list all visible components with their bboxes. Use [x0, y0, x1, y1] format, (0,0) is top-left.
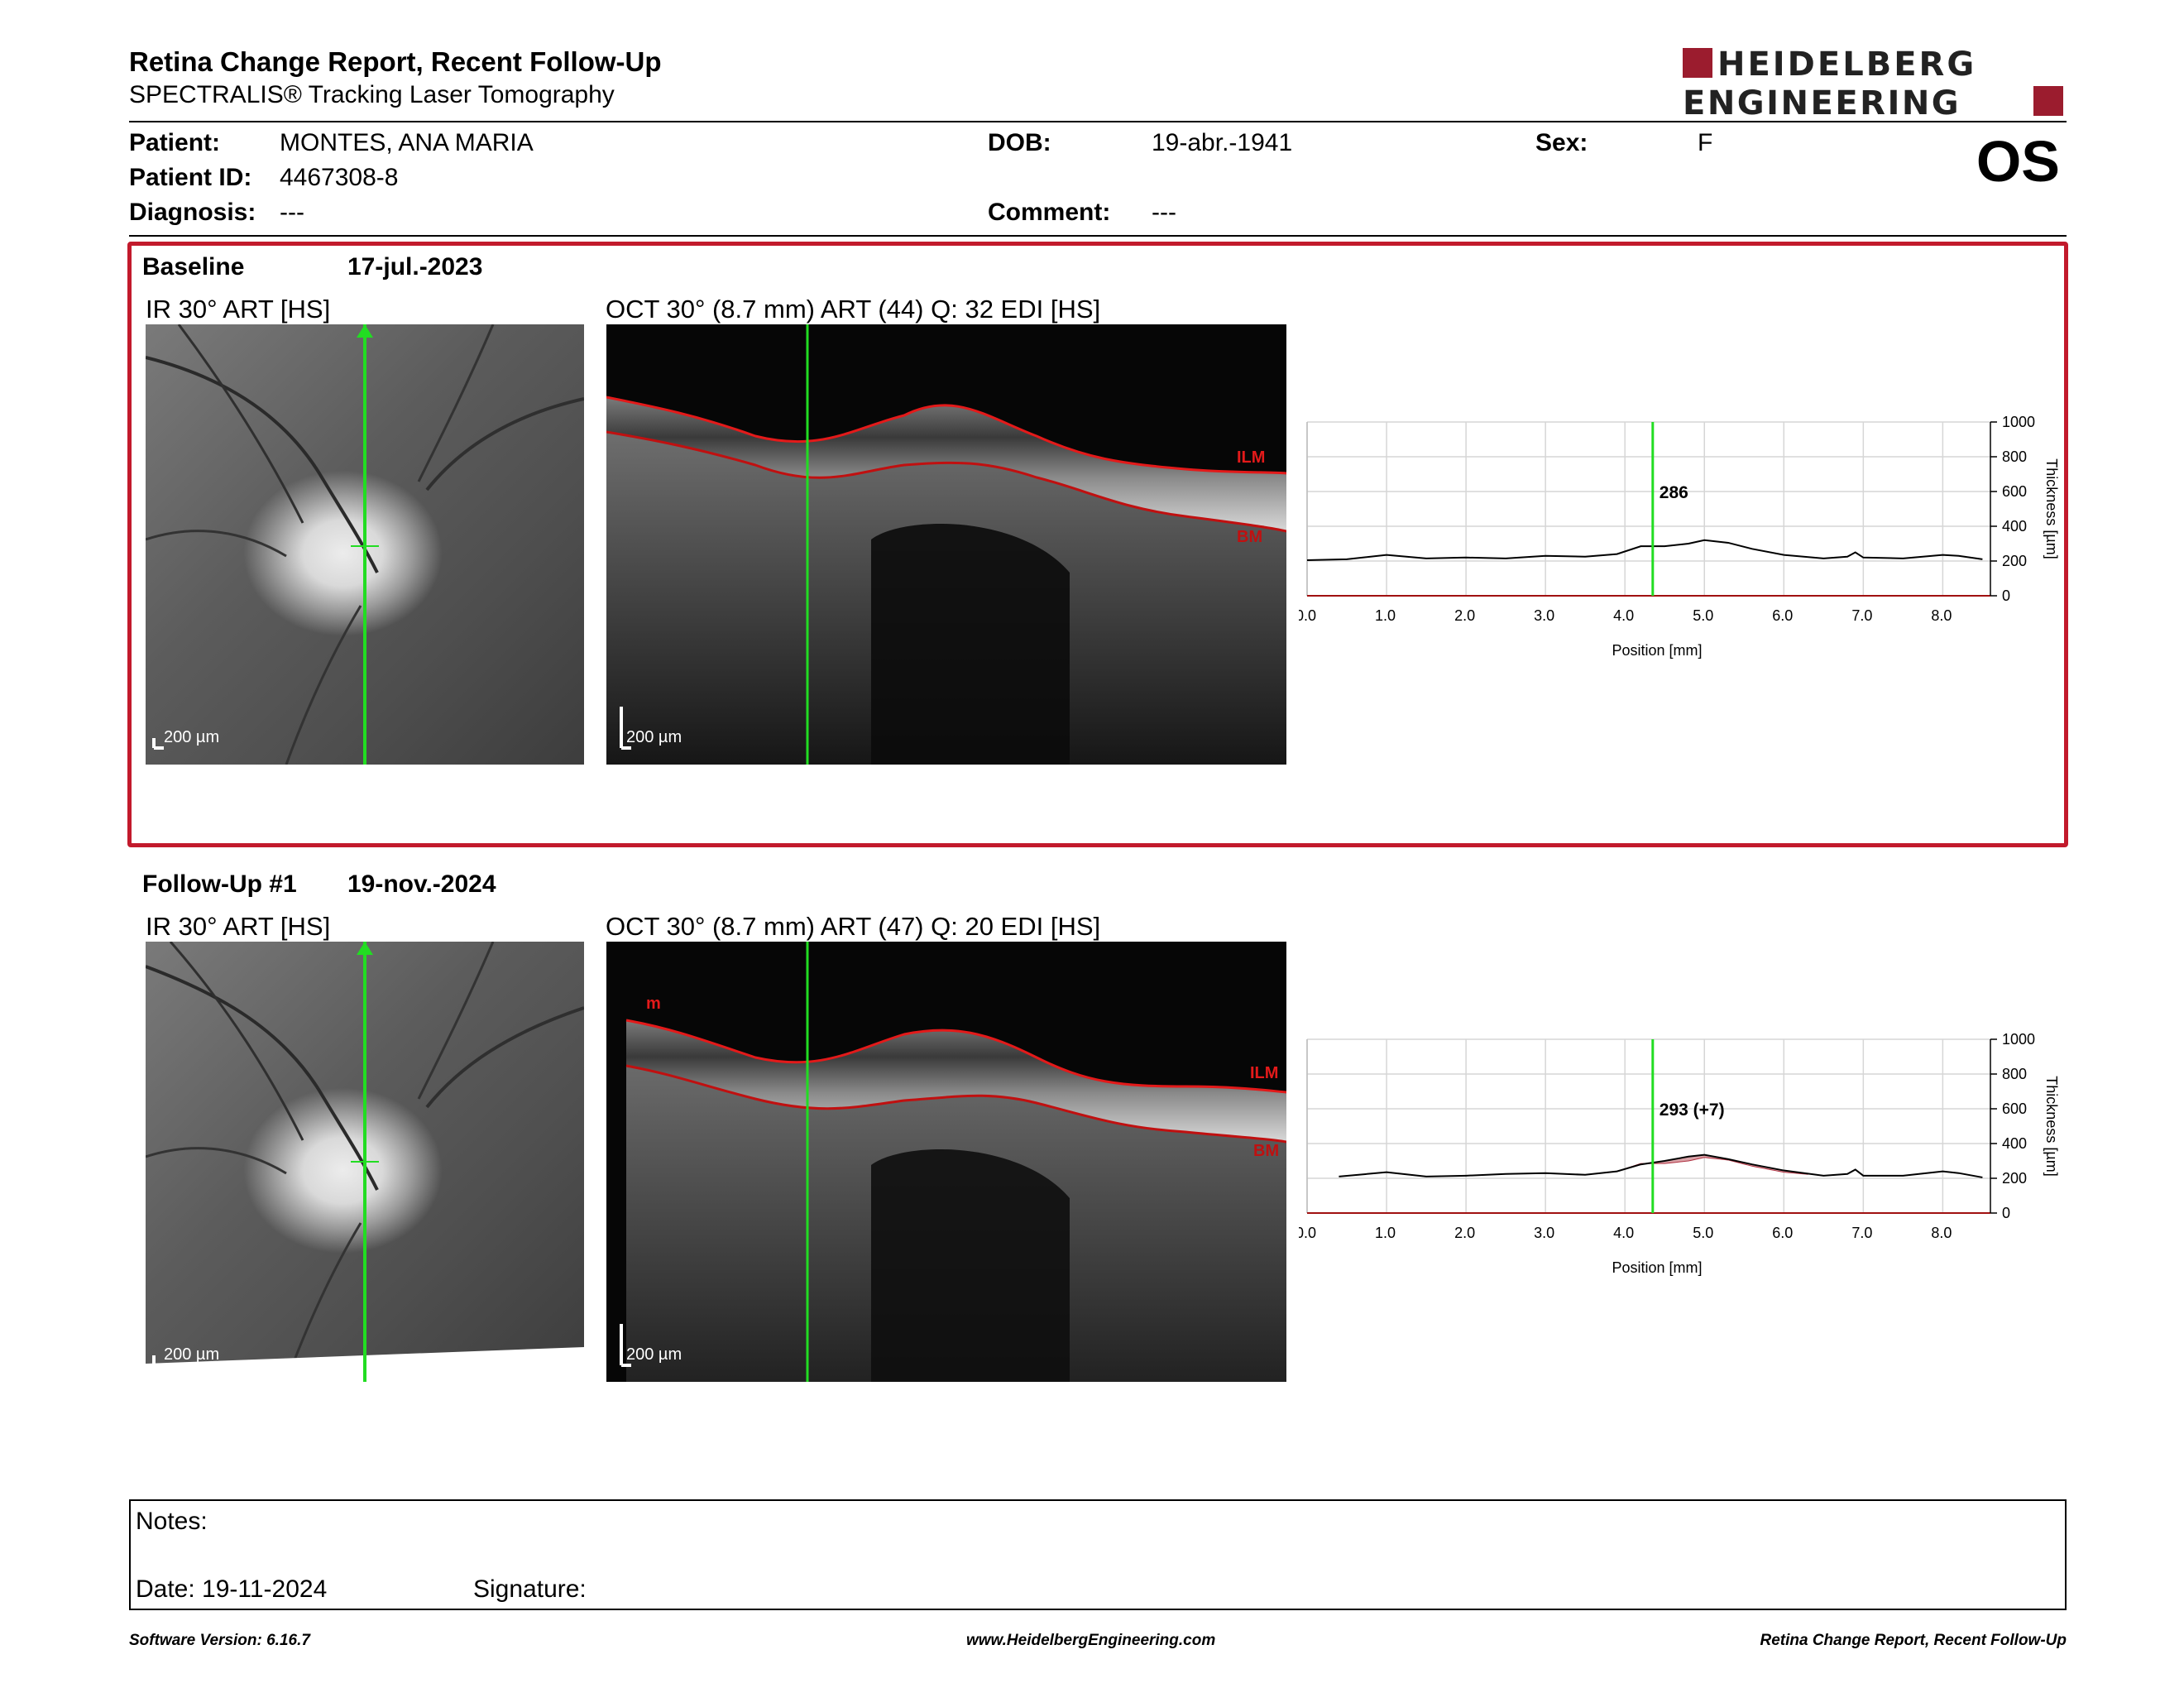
x-tick-label: 2.0	[1454, 1225, 1475, 1241]
x-tick-label: 1.0	[1375, 607, 1396, 624]
x-tick-label: 6.0	[1772, 1225, 1793, 1241]
x-axis-label: Position [mm]	[1612, 1259, 1702, 1276]
followup-ir-title: IR 30° ART [HS]	[146, 912, 331, 941]
footer-report-name: Retina Change Report, Recent Follow-Up	[1760, 1632, 2067, 1649]
baseline-ir-image: 200 µm	[146, 324, 584, 765]
cursor-value-label: 286	[1660, 483, 1688, 502]
x-tick-label: 0.0	[1299, 1225, 1316, 1241]
y-tick-label: 400	[2002, 1135, 2027, 1152]
followup-thickness-chart: 0.0 1.0 2.0 3.0 4.0 5.0 6.0 7.0 8.0 0 200 400 600 800…	[1299, 1031, 2060, 1276]
x-tick-label: 4.0	[1613, 1225, 1634, 1241]
y-tick-label: 600	[2002, 483, 2027, 500]
x-tick-label: 3.0	[1534, 607, 1554, 624]
baseline-ir-scale: 200 µm	[164, 728, 220, 746]
patient-name: MONTES, ANA MARIA	[280, 129, 534, 156]
followup-ir-image: 200 µm	[146, 942, 584, 1382]
x-tick-label: 3.0	[1534, 1225, 1554, 1241]
y-tick-label: 600	[2002, 1101, 2027, 1117]
x-tick-label: 1.0	[1375, 1225, 1396, 1241]
heidelberg-logo: HEIDELBERG ENGINEERING	[1683, 46, 2063, 121]
report-title: Retina Change Report, Recent Follow-Up	[129, 46, 662, 77]
logo-text-line1: HEIDELBERG	[1717, 46, 1976, 84]
x-tick-label: 8.0	[1931, 607, 1952, 624]
thickness-series-line	[1306, 539, 1983, 561]
patient-id-value: 4467308-8	[280, 164, 399, 191]
cursor-value-label: 293 (+7)	[1660, 1101, 1725, 1120]
followup-label: Follow-Up #1	[142, 870, 297, 898]
logo-text-line2: ENGINEERING	[1683, 84, 1961, 121]
y-tick-label: 1000	[2002, 414, 2035, 430]
followup-ir-scale: 200 µm	[164, 1345, 220, 1364]
baseline-thickness-chart: 0.0 1.0 2.0 3.0 4.0 5.0 6.0 7.0 8.0 0 200 400 600 800…	[1299, 414, 2060, 659]
baseline-panel	[127, 242, 2068, 847]
baseline-date: 17-jul.-2023	[347, 253, 483, 281]
followup-oct-image: m ILM BM 200 µm	[606, 942, 1286, 1382]
y-tick-label: 200	[2002, 1170, 2027, 1187]
patient-rule	[129, 235, 2067, 237]
notes-date: Date: 19-11-2024	[136, 1575, 328, 1603]
x-tick-label: 6.0	[1772, 607, 1793, 624]
signature-label: Signature:	[473, 1575, 587, 1603]
x-tick-label: 5.0	[1693, 607, 1713, 624]
sex-label: Sex:	[1535, 129, 1588, 156]
y-tick-label: 0	[2002, 1205, 2010, 1221]
baseline-oct-scale: 200 µm	[626, 728, 682, 746]
report-subtitle: SPECTRALIS® Tracking Laser Tomography	[129, 81, 615, 108]
y-axis-label: Thickness [µm]	[2043, 1076, 2060, 1176]
footer-website-link[interactable]: www.HeidelbergEngineering.com	[966, 1632, 1216, 1649]
followup-ilm-label: ILM	[1250, 1064, 1279, 1082]
followup-m-label: m	[646, 995, 661, 1013]
logo-square-bottom	[2033, 86, 2063, 116]
followup-bm-label: BM	[1253, 1142, 1280, 1160]
y-tick-label: 400	[2002, 518, 2027, 535]
dob-label: DOB:	[988, 129, 1051, 156]
diagnosis-value: ---	[280, 199, 304, 226]
baseline-ilm-label: ILM	[1237, 448, 1266, 467]
baseline-ilm-line	[606, 396, 1286, 475]
x-tick-label: 4.0	[1613, 607, 1634, 624]
x-tick-label: 5.0	[1693, 1225, 1713, 1241]
y-tick-label: 800	[2002, 1066, 2027, 1082]
x-tick-label: 0.0	[1299, 607, 1316, 624]
x-tick-label: 2.0	[1454, 607, 1475, 624]
sex-value: F	[1698, 129, 1713, 156]
baseline-oct-image: ILM BM 200 µm	[606, 324, 1286, 765]
followup-date: 19-nov.-2024	[347, 870, 496, 898]
baseline-bm-label: BM	[1237, 528, 1263, 546]
x-tick-label: 7.0	[1851, 607, 1872, 624]
followup-ilm-line	[625, 1019, 1286, 1094]
y-tick-label: 200	[2002, 553, 2027, 569]
y-tick-label: 800	[2002, 448, 2027, 465]
followup-ir-arrow-icon	[357, 942, 373, 955]
notes-box: Notes: Date: 19-11-2024 Signature:	[129, 1499, 2067, 1610]
footer-software-version: Software Version: 6.16.7	[129, 1632, 310, 1649]
logo-square-top	[1683, 48, 1712, 78]
y-tick-label: 0	[2002, 587, 2010, 604]
header-rule	[129, 121, 2067, 122]
followup-bm-line	[625, 1064, 1286, 1144]
baseline-bm-line	[606, 430, 1286, 533]
patient-id-label: Patient ID:	[129, 164, 252, 191]
followup-oct-scale: 200 µm	[626, 1345, 682, 1364]
baseline-label: Baseline	[142, 253, 245, 281]
baseline-ir-title: IR 30° ART [HS]	[146, 295, 331, 324]
y-axis-label: Thickness [µm]	[2043, 458, 2060, 559]
x-axis-label: Position [mm]	[1612, 642, 1702, 659]
comment-value: ---	[1152, 199, 1176, 226]
patient-label: Patient:	[129, 129, 221, 156]
baseline-ir-arrow-icon	[357, 324, 373, 338]
dob-value: 19-abr.-1941	[1152, 129, 1293, 156]
notes-label: Notes:	[136, 1508, 208, 1535]
eye-indicator: OS	[1976, 129, 2060, 194]
diagnosis-label: Diagnosis:	[129, 199, 256, 226]
x-tick-label: 8.0	[1931, 1225, 1952, 1241]
thickness-series-line	[1339, 1153, 1983, 1178]
followup-oct-title: OCT 30° (8.7 mm) ART (47) Q: 20 EDI [HS]	[606, 912, 1101, 941]
baseline-oct-title: OCT 30° (8.7 mm) ART (44) Q: 32 EDI [HS]	[606, 295, 1101, 324]
y-tick-label: 1000	[2002, 1031, 2035, 1048]
comment-label: Comment:	[988, 199, 1111, 226]
x-tick-label: 7.0	[1851, 1225, 1872, 1241]
